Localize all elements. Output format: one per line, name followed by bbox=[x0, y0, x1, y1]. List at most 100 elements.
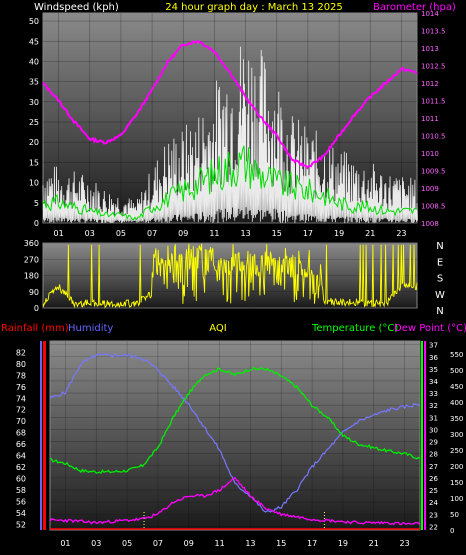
wind-average-line bbox=[42, 145, 418, 221]
wind-tick-label: 40 bbox=[29, 57, 39, 66]
humidity-tick-label: 72 bbox=[16, 406, 26, 415]
wind-axis-title: Windspeed (kph) bbox=[34, 2, 119, 13]
aqi-tick-label: 300 bbox=[450, 431, 463, 439]
wind-tick-label: 30 bbox=[29, 98, 39, 107]
temperature-tick-label: 28 bbox=[429, 451, 438, 459]
x-tick-label: 01 bbox=[60, 539, 70, 548]
direction-tick-label: 360 bbox=[24, 239, 39, 248]
aqi-tick-label: 550 bbox=[450, 351, 463, 359]
humidity-tick-label: 52 bbox=[16, 520, 26, 529]
barometer-line bbox=[42, 39, 418, 170]
temperature-tick-label: 23 bbox=[429, 511, 438, 519]
aqi-tick-label: 50 bbox=[450, 511, 459, 519]
wind-tick-label: 10 bbox=[29, 179, 39, 188]
barometer-tick-label: 1013 bbox=[421, 45, 439, 53]
humidity-tick-label: 80 bbox=[16, 360, 26, 369]
wind-tick-label: 25 bbox=[29, 118, 39, 127]
temperature-tick-label: 27 bbox=[429, 463, 438, 471]
x-tick-label: 07 bbox=[153, 539, 163, 548]
x-tick-label: 09 bbox=[184, 539, 194, 548]
temperature-axis-ticks: 22 23 24 25 26 27 28 29 30 31 32 33 34 35 36 37 bbox=[429, 342, 438, 532]
dewpoint-axis-bar bbox=[424, 341, 426, 530]
barometer-tick-label: 1009 bbox=[421, 185, 439, 193]
x-tick-label: 11 bbox=[209, 229, 219, 238]
barometer-tick-label: 1011 bbox=[421, 115, 439, 123]
x-tick-label: 15 bbox=[272, 229, 282, 238]
direction-tick-label: 90 bbox=[29, 288, 39, 297]
temp-panel-bg bbox=[49, 340, 421, 531]
temperature-axis-bar bbox=[421, 341, 423, 530]
aqi-tick-label: 400 bbox=[450, 399, 463, 407]
x-tick-label: 15 bbox=[276, 539, 286, 548]
x-tick-label: 13 bbox=[240, 229, 250, 238]
aqi-axis-title: AQI bbox=[209, 323, 227, 334]
x-tick-label: 19 bbox=[338, 539, 348, 548]
aqi-tick-label: 0 bbox=[450, 527, 454, 535]
humidity-tick-label: 62 bbox=[16, 463, 26, 472]
x-tick-label: 21 bbox=[365, 229, 375, 238]
rainfall-axis-title: Rainfall (mm) bbox=[1, 323, 69, 334]
humidity-tick-label: 54 bbox=[16, 509, 26, 518]
aqi-tick-label: 500 bbox=[450, 367, 463, 375]
wind-gust-series bbox=[42, 46, 418, 224]
temperature-tick-label: 32 bbox=[429, 402, 438, 410]
wind-tick-label: 45 bbox=[29, 37, 39, 46]
humidity-axis-bar bbox=[40, 341, 42, 530]
wind-tick-label: 50 bbox=[29, 17, 39, 26]
temperature-tick-label: 31 bbox=[429, 414, 438, 422]
humidity-tick-label: 78 bbox=[16, 371, 26, 380]
barometer-tick-label: 1008 bbox=[421, 220, 439, 228]
x-tick-label: 03 bbox=[91, 539, 101, 548]
aqi-tick-label: 350 bbox=[450, 415, 463, 423]
compass-label: N bbox=[436, 241, 443, 252]
compass-label: W bbox=[435, 290, 445, 301]
temperature-line bbox=[49, 366, 421, 475]
x-tick-label: 05 bbox=[116, 229, 126, 238]
temperature-tick-label: 30 bbox=[429, 426, 438, 434]
x-tick-label: 05 bbox=[122, 539, 132, 548]
humidity-tick-label: 82 bbox=[16, 348, 26, 357]
compass-label: E bbox=[437, 257, 443, 268]
humidity-tick-label: 64 bbox=[16, 452, 26, 461]
x-tick-label: 03 bbox=[85, 229, 95, 238]
barometer-axis-ticks: 1008 1008.5 1009 1009.5 1010 1010.5 1011 1011.5… bbox=[421, 10, 446, 228]
barometer-tick-label: 1010.5 bbox=[421, 133, 446, 141]
temperature-tick-label: 29 bbox=[429, 439, 438, 447]
wind-average-series bbox=[42, 145, 418, 221]
temperature-tick-label: 35 bbox=[429, 366, 438, 374]
barometer-tick-label: 1008.5 bbox=[421, 203, 446, 211]
humidity-tick-label: 74 bbox=[16, 394, 26, 403]
x-tick-label: 17 bbox=[307, 539, 317, 548]
humidity-tick-label: 66 bbox=[16, 440, 26, 449]
x-tick-label: 23 bbox=[399, 539, 409, 548]
temperature-tick-label: 36 bbox=[429, 354, 438, 362]
wind-tick-label: 35 bbox=[29, 78, 39, 87]
wind-gust-line bbox=[42, 46, 418, 224]
humidity-tick-label: 56 bbox=[16, 497, 26, 506]
humidity-tick-label: 76 bbox=[16, 383, 26, 392]
barometer-tick-label: 1014 bbox=[421, 10, 439, 18]
barometer-tick-label: 1012 bbox=[421, 80, 439, 88]
barometer-axis-title: Barometer (hpa) bbox=[373, 2, 456, 13]
direction-tick-label: 0 bbox=[34, 304, 39, 313]
chart-title: 24 hour graph day : March 13 2025 bbox=[165, 2, 343, 13]
barometer-tick-label: 1010 bbox=[421, 150, 439, 158]
temp-panel-grid bbox=[50, 341, 420, 530]
x-tick-label: 23 bbox=[396, 229, 406, 238]
humidity-series bbox=[49, 353, 421, 513]
humidity-axis-title: Humidity bbox=[68, 323, 113, 334]
humidity-tick-label: 60 bbox=[16, 474, 26, 483]
barometer-tick-label: 1012.5 bbox=[421, 63, 446, 71]
temperature-tick-label: 34 bbox=[429, 378, 438, 386]
wind-tick-label: 0 bbox=[34, 219, 39, 228]
aqi-tick-label: 200 bbox=[450, 463, 463, 471]
rain-axis-bar bbox=[43, 341, 46, 530]
compass-label: S bbox=[437, 274, 443, 285]
compass-label: N bbox=[436, 306, 443, 317]
dewpoint-axis-title: Dew Point (°C) bbox=[394, 323, 466, 334]
direction-tick-label: 180 bbox=[24, 272, 39, 281]
temperature-tick-label: 26 bbox=[429, 475, 438, 483]
direction-axis-ticks: 0 90 180 270 360 bbox=[24, 239, 39, 313]
